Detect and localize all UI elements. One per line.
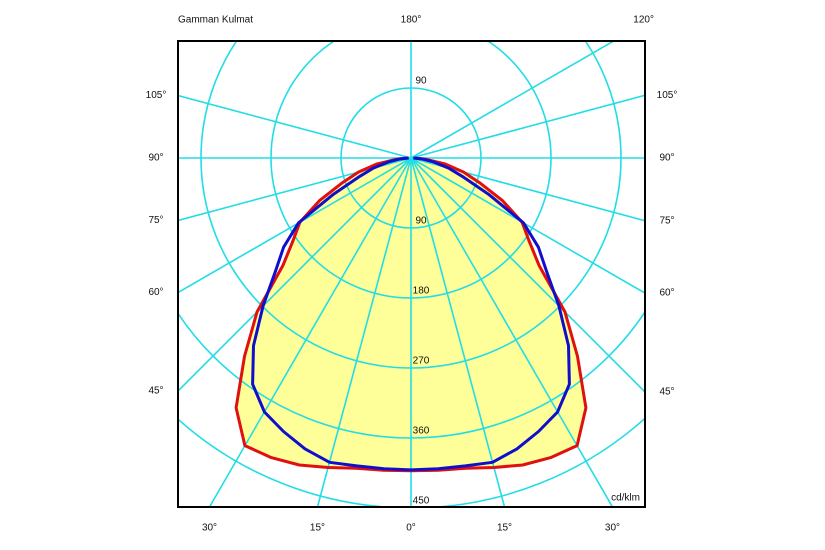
angle-tick-label: 15° xyxy=(310,523,325,534)
angle-tick-label: 60° xyxy=(148,287,163,298)
grid-spoke xyxy=(410,94,645,159)
angle-tick-label: 45° xyxy=(659,387,674,398)
grid-spoke xyxy=(316,157,412,507)
grid-spoke xyxy=(410,157,506,507)
label-layer: 90 90 180 270 360 450 180° 120° 105° 90° 75° 60° 45°… xyxy=(146,15,678,534)
r-tick-label: 360 xyxy=(413,426,430,437)
angle-tick-label: 45° xyxy=(148,386,163,397)
unit-label: cd/klm xyxy=(611,493,640,504)
grid-spoke xyxy=(410,157,645,393)
angle-tick-label: 105° xyxy=(657,90,678,101)
angle-tick-label: 75° xyxy=(659,215,674,226)
intensity-curve xyxy=(251,156,571,472)
angle-tick-label: 120° xyxy=(633,15,654,26)
grid-spoke xyxy=(178,94,412,159)
r-tick-label: 180 xyxy=(413,286,430,297)
chart-title: Gamman Kulmat xyxy=(178,15,253,26)
grid-spoke xyxy=(410,157,614,507)
r-tick-label: 90 xyxy=(415,76,427,87)
r-tick-label: 450 xyxy=(413,496,430,507)
angle-tick-label: 90° xyxy=(659,153,674,164)
angle-tick-label: 90° xyxy=(148,153,163,164)
curve-layer xyxy=(234,156,588,473)
r-tick-label: 90 xyxy=(415,216,427,227)
angle-tick-label: 60° xyxy=(659,288,674,299)
angle-tick-label: 30° xyxy=(202,523,217,534)
angle-tick-label: 30° xyxy=(605,523,620,534)
angle-tick-label: 105° xyxy=(146,90,167,101)
grid-spoke xyxy=(178,157,412,392)
grid-spoke xyxy=(178,157,412,294)
r-tick-label: 270 xyxy=(413,356,430,367)
angle-tick-label: 0° xyxy=(406,523,416,534)
plot-frame xyxy=(177,40,646,508)
grid-spoke xyxy=(410,157,645,294)
grid-spoke xyxy=(208,157,412,507)
angle-tick-label: 180° xyxy=(401,15,422,26)
angle-tick-label: 75° xyxy=(148,215,163,226)
angle-tick-label: 15° xyxy=(497,523,512,534)
grid-spoke xyxy=(410,41,615,159)
